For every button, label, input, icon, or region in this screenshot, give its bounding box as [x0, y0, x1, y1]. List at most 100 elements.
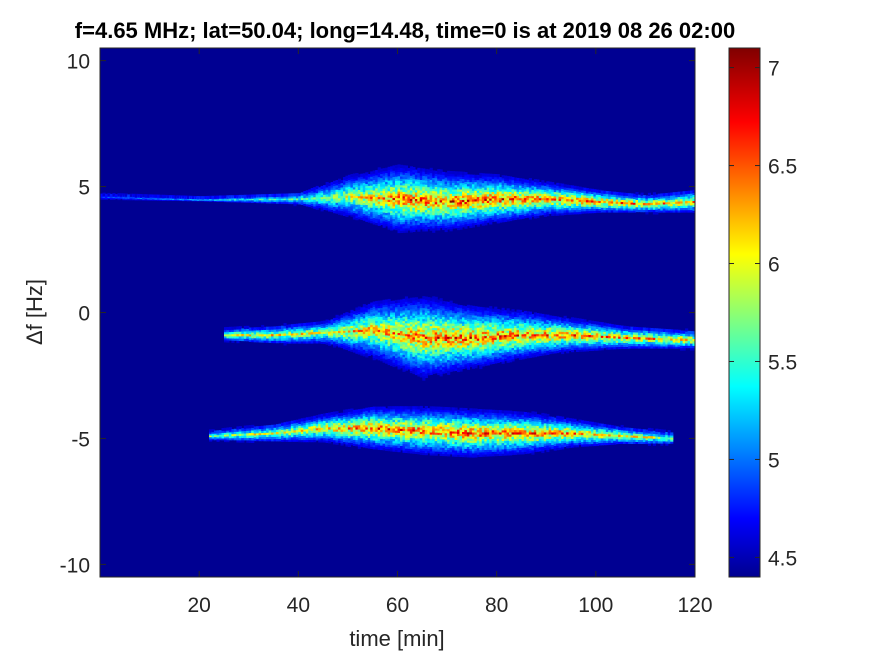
heat-cell-trace-1 — [680, 209, 684, 213]
heat-cell-trace-1 — [523, 190, 527, 194]
heat-cell-trace-1 — [338, 189, 342, 193]
heat-cell-trace-2 — [432, 361, 436, 366]
heat-cell-trace-2 — [377, 318, 381, 322]
heat-cell-trace-1 — [347, 181, 351, 185]
heat-cell-trace-1 — [533, 199, 537, 203]
heat-cell-trace-1 — [541, 201, 545, 205]
heat-cell-trace-1 — [543, 199, 547, 203]
heat-cell-trace-1 — [526, 179, 530, 183]
heat-cell-trace-1 — [300, 197, 304, 201]
heat-cell-trace-2 — [424, 340, 428, 344]
heat-cell-trace-1 — [422, 174, 426, 179]
heat-cell-trace-1 — [489, 212, 493, 216]
heat-cell-trace-1 — [447, 201, 451, 206]
heat-cell-trace-1 — [610, 195, 614, 200]
heat-cell-trace-2 — [333, 322, 337, 326]
heat-cell-trace-1 — [437, 179, 441, 183]
heat-cell-trace-1 — [367, 187, 371, 191]
heat-cell-trace-1 — [538, 190, 542, 194]
heat-cell-trace-2 — [372, 354, 376, 358]
heat-cell-trace-1 — [496, 207, 500, 211]
heat-cell-trace-2 — [303, 327, 307, 331]
heat-cell-trace-2 — [444, 309, 448, 314]
heat-cell-trace-1 — [662, 209, 666, 213]
heat-cell-trace-2 — [343, 313, 347, 317]
heat-cell-trace-1 — [315, 188, 319, 192]
heat-cell-trace-2 — [449, 309, 453, 313]
heat-cell-trace-1 — [519, 190, 523, 194]
heat-cell-trace-1 — [665, 195, 669, 199]
heat-cell-trace-1 — [390, 201, 394, 205]
heat-cell-trace-2 — [434, 363, 438, 367]
heat-cell-trace-2 — [402, 345, 406, 349]
heat-cell-trace-2 — [298, 338, 302, 342]
heat-cell-trace-2 — [305, 335, 309, 340]
heat-cell-trace-2 — [385, 310, 389, 314]
heat-cell-trace-1 — [397, 192, 401, 196]
heat-cell-trace-1 — [620, 209, 624, 213]
heat-cell-trace-1 — [645, 195, 649, 199]
heat-cell-trace-1 — [457, 171, 461, 175]
heat-cell-trace-2 — [462, 365, 466, 369]
heat-cell-trace-2 — [372, 352, 376, 356]
heat-cell-trace-1 — [402, 190, 406, 195]
heat-cell-trace-1 — [355, 175, 359, 179]
heat-cell-trace-1 — [489, 188, 493, 193]
heat-cell-trace-2 — [288, 334, 292, 338]
heat-cell-trace-1 — [494, 186, 498, 190]
heat-cell-trace-1 — [392, 182, 396, 186]
heat-cell-trace-1 — [635, 192, 639, 196]
heat-cell-trace-1 — [526, 192, 530, 196]
heat-cell-trace-2 — [409, 314, 413, 318]
heat-cell-trace-2 — [449, 353, 453, 357]
heat-cell-trace-1 — [501, 212, 505, 216]
heat-cell-trace-1 — [546, 183, 550, 187]
heat-cell-trace-1 — [543, 207, 547, 211]
heat-cell-trace-1 — [392, 217, 396, 222]
heat-cell-trace-1 — [568, 200, 572, 204]
heat-cell-trace-1 — [444, 172, 448, 176]
heat-cell-trace-2 — [320, 338, 324, 342]
heat-cell-trace-2 — [352, 326, 356, 331]
heat-cell-trace-2 — [278, 332, 282, 337]
heat-cell-trace-1 — [449, 192, 453, 197]
heat-cell-trace-1 — [491, 210, 495, 214]
heat-cell-trace-1 — [501, 190, 505, 194]
heat-cell-trace-1 — [454, 203, 458, 207]
heat-cell-trace-1 — [585, 201, 589, 205]
heat-cell-trace-1 — [444, 180, 448, 184]
heat-cell-trace-2 — [447, 333, 451, 337]
heat-cell-trace-1 — [469, 178, 473, 183]
heat-cell-trace-2 — [439, 353, 443, 357]
heat-cell-trace-1 — [365, 174, 369, 178]
heat-cell-trace-2 — [330, 334, 334, 338]
heat-cell-trace-1 — [355, 192, 359, 196]
heat-cell-trace-1 — [692, 193, 695, 197]
heat-cell-trace-2 — [330, 341, 334, 345]
heat-cell-trace-2 — [385, 323, 389, 327]
heat-cell-trace-1 — [496, 216, 500, 220]
heat-cell-trace-1 — [578, 202, 582, 206]
heat-cell-trace-1 — [355, 212, 359, 216]
heat-cell-trace-1 — [566, 195, 570, 200]
heat-cell-trace-1 — [434, 175, 438, 179]
heat-cell-trace-1 — [392, 175, 396, 180]
heat-cell-trace-2 — [224, 335, 228, 339]
heat-cell-trace-1 — [561, 193, 565, 197]
heat-cell-trace-1 — [464, 189, 468, 194]
heat-cell-trace-2 — [414, 301, 418, 305]
heat-cell-trace-1 — [335, 186, 339, 190]
heat-cell-trace-1 — [640, 201, 644, 206]
heat-cell-trace-2 — [285, 326, 289, 330]
heat-cell-trace-1 — [449, 190, 453, 194]
heat-cell-trace-1 — [375, 183, 379, 187]
heat-cell-trace-1 — [452, 203, 456, 207]
heat-cell-trace-1 — [377, 207, 381, 211]
heat-cell-trace-2 — [375, 315, 379, 319]
heat-cell-trace-1 — [516, 199, 520, 203]
heat-cell-trace-1 — [494, 218, 498, 222]
heat-cell-trace-1 — [471, 204, 475, 209]
heat-cell-trace-1 — [310, 188, 314, 192]
heat-cell-trace-1 — [414, 193, 418, 197]
heat-cell-trace-1 — [556, 204, 560, 208]
